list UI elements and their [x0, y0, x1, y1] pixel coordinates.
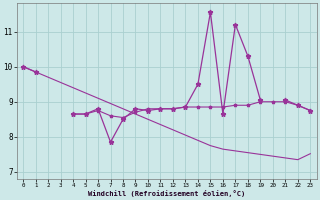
X-axis label: Windchill (Refroidissement éolien,°C): Windchill (Refroidissement éolien,°C)	[88, 190, 245, 197]
